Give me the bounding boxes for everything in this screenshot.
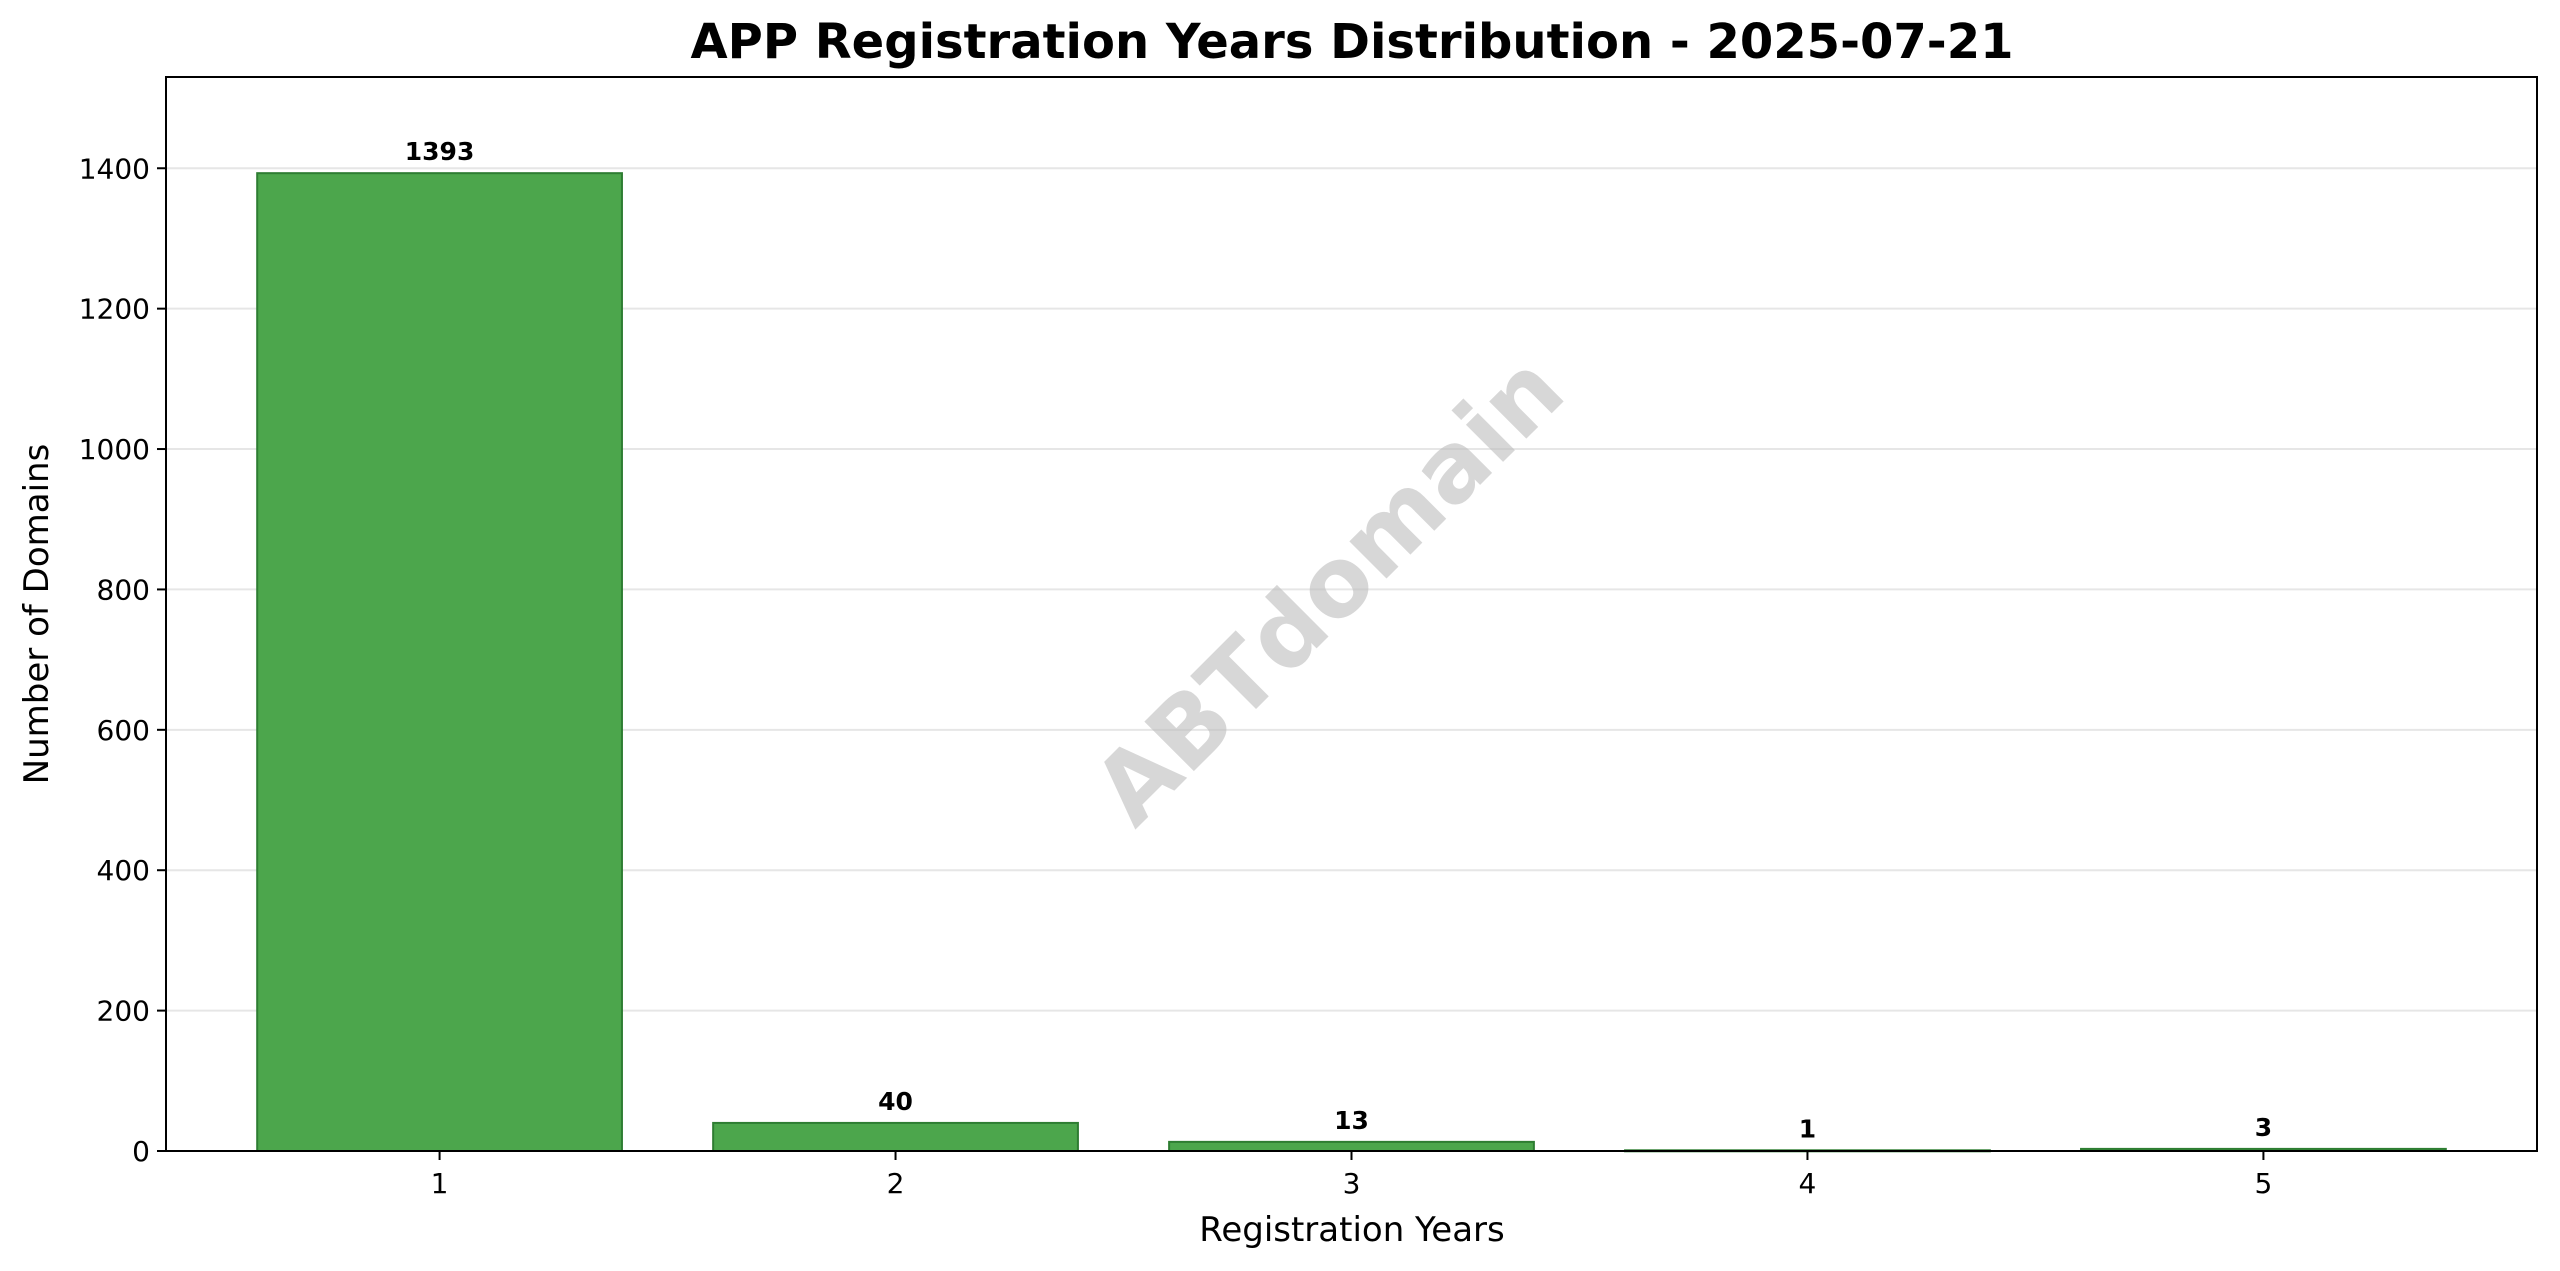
y-tick-label: 400	[97, 854, 150, 887]
bar-3	[1168, 1140, 1535, 1153]
data-label-2: 40	[878, 1087, 913, 1116]
data-label-3: 13	[1334, 1106, 1369, 1135]
data-label-4: 1	[1799, 1114, 1816, 1143]
bar-1	[256, 172, 623, 1152]
y-tick-label: 600	[97, 714, 150, 747]
y-tick-label: 1400	[79, 152, 150, 185]
data-label-5: 3	[2255, 1113, 2272, 1142]
x-tick-label: 3	[1343, 1167, 1361, 1200]
x-tick-label: 1	[431, 1167, 449, 1200]
x-tick-label: 5	[2255, 1167, 2273, 1200]
plot-frame	[165, 76, 2538, 1152]
y-tick-label: 1000	[79, 433, 150, 466]
data-label-1: 1393	[405, 137, 475, 166]
y-axis-ticks: 0 200 400 600 800 1000 1200 1400	[79, 152, 166, 1168]
y-tick-label: 800	[97, 573, 150, 606]
x-axis-ticks: 1 2 3 4 5	[431, 1151, 2273, 1200]
y-tick-label: 1200	[79, 293, 150, 326]
x-tick-label: 4	[1799, 1167, 1817, 1200]
x-axis-label: Registration Years	[1199, 1210, 1505, 1250]
y-tick-label: 0	[132, 1135, 150, 1168]
y-tick-label: 200	[97, 995, 150, 1028]
bars	[256, 172, 2447, 1153]
chart-title: APP Registration Years Distribution - 20…	[690, 14, 2013, 70]
bar-2	[712, 1121, 1079, 1152]
x-tick-label: 2	[887, 1167, 905, 1200]
y-axis-label: Number of Domains	[17, 444, 57, 785]
